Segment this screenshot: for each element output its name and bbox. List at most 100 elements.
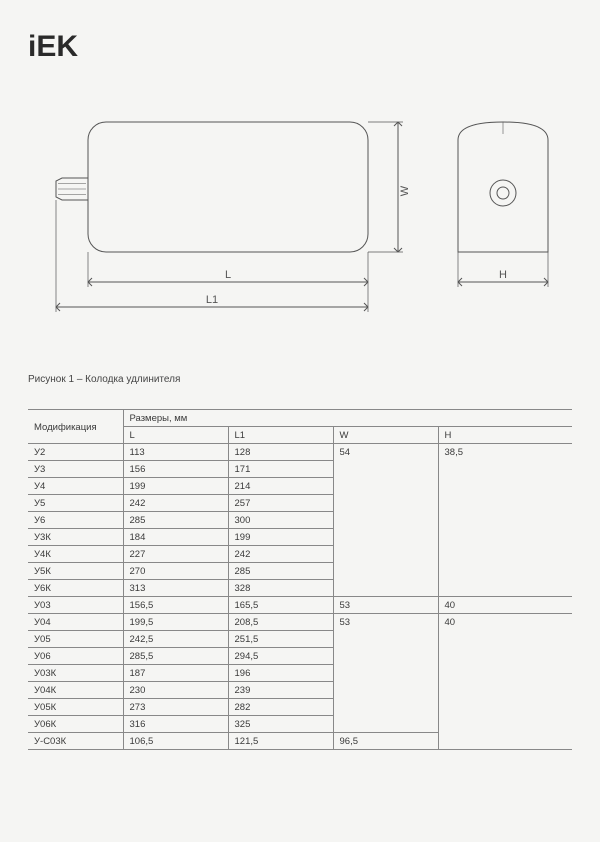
cell-L: 230 [123, 682, 228, 699]
table-row: У03К187196 [28, 665, 572, 682]
cell-H [438, 529, 572, 546]
cell-H: 40 [438, 614, 572, 631]
table-row: У5242257 [28, 495, 572, 512]
table-row: У4199214 [28, 478, 572, 495]
cell-W [333, 478, 438, 495]
cell-W: 96,5 [333, 733, 438, 750]
cell-L: 273 [123, 699, 228, 716]
cell-W [333, 529, 438, 546]
cell-L: 242 [123, 495, 228, 512]
cell-mod: У06 [28, 648, 123, 665]
cell-W: 54 [333, 444, 438, 461]
cell-W [333, 699, 438, 716]
cell-L: 106,5 [123, 733, 228, 750]
cell-W: 53 [333, 614, 438, 631]
cell-H [438, 495, 572, 512]
cell-L: 316 [123, 716, 228, 733]
cell-L: 113 [123, 444, 228, 461]
cell-mod: У04К [28, 682, 123, 699]
figure-caption: Рисунок 1 – Колодка удлинителя [28, 374, 572, 385]
cell-L1: 282 [228, 699, 333, 716]
cell-L1: 300 [228, 512, 333, 529]
table-row: У3156171 [28, 461, 572, 478]
col-modification: Модификация [28, 410, 123, 444]
cell-W [333, 495, 438, 512]
table-row: У5К270285 [28, 563, 572, 580]
cell-H [438, 648, 572, 665]
table-row: У06К316325 [28, 716, 572, 733]
table-row: У03156,5165,55340 [28, 597, 572, 614]
cell-mod: У6 [28, 512, 123, 529]
cell-W [333, 665, 438, 682]
col-L: L [123, 427, 228, 444]
table-row: У21131285438,5 [28, 444, 572, 461]
cell-L: 199,5 [123, 614, 228, 631]
cell-mod: У5К [28, 563, 123, 580]
cell-H [438, 461, 572, 478]
cell-W: 53 [333, 597, 438, 614]
cell-L1: 242 [228, 546, 333, 563]
cell-L1: 328 [228, 580, 333, 597]
table-row: У06285,5294,5 [28, 648, 572, 665]
cell-mod: У3К [28, 529, 123, 546]
cell-mod: У05К [28, 699, 123, 716]
table-row: У6285300 [28, 512, 572, 529]
table-row: У04199,5208,55340 [28, 614, 572, 631]
cell-H [438, 580, 572, 597]
svg-text:W: W [399, 185, 411, 196]
cell-mod: У4 [28, 478, 123, 495]
cell-W [333, 631, 438, 648]
col-L1: L1 [228, 427, 333, 444]
cell-L1: 239 [228, 682, 333, 699]
cell-L: 156 [123, 461, 228, 478]
cell-L1: 196 [228, 665, 333, 682]
dimensions-table: Модификация Размеры, мм L L1 W H У211312… [28, 409, 572, 750]
cell-W [333, 546, 438, 563]
cell-L: 285 [123, 512, 228, 529]
cell-L1: 199 [228, 529, 333, 546]
cell-W [333, 716, 438, 733]
cell-L1: 214 [228, 478, 333, 495]
cell-W [333, 512, 438, 529]
cell-W [333, 461, 438, 478]
table-row: У3К184199 [28, 529, 572, 546]
col-W: W [333, 427, 438, 444]
cell-mod: У2 [28, 444, 123, 461]
cell-mod: У03К [28, 665, 123, 682]
cell-mod: У3 [28, 461, 123, 478]
col-dimensions: Размеры, мм [123, 410, 572, 427]
cell-W [333, 682, 438, 699]
cell-L1: 257 [228, 495, 333, 512]
cell-H: 38,5 [438, 444, 572, 461]
cell-H [438, 478, 572, 495]
cell-L: 227 [123, 546, 228, 563]
cell-L: 270 [123, 563, 228, 580]
cell-mod: У06К [28, 716, 123, 733]
cell-mod: У05 [28, 631, 123, 648]
cell-mod: У6К [28, 580, 123, 597]
cell-L1: 251,5 [228, 631, 333, 648]
cell-H [438, 512, 572, 529]
cell-H [438, 665, 572, 682]
cell-L1: 285 [228, 563, 333, 580]
cell-L1: 208,5 [228, 614, 333, 631]
cell-L1: 325 [228, 716, 333, 733]
table-row: У05242,5251,5 [28, 631, 572, 648]
cell-H [438, 631, 572, 648]
cell-mod: У4К [28, 546, 123, 563]
cell-L: 242,5 [123, 631, 228, 648]
cell-H [438, 699, 572, 716]
cell-mod: У03 [28, 597, 123, 614]
cell-L1: 121,5 [228, 733, 333, 750]
cell-H [438, 546, 572, 563]
table-row: У4К227242 [28, 546, 572, 563]
cell-L1: 128 [228, 444, 333, 461]
cell-mod: У5 [28, 495, 123, 512]
cell-L1: 294,5 [228, 648, 333, 665]
cell-W [333, 580, 438, 597]
cell-H [438, 733, 572, 750]
table-row: У04К230239 [28, 682, 572, 699]
svg-text:H: H [499, 269, 507, 281]
cell-L: 285,5 [123, 648, 228, 665]
brand-logo: iEK [28, 30, 572, 64]
